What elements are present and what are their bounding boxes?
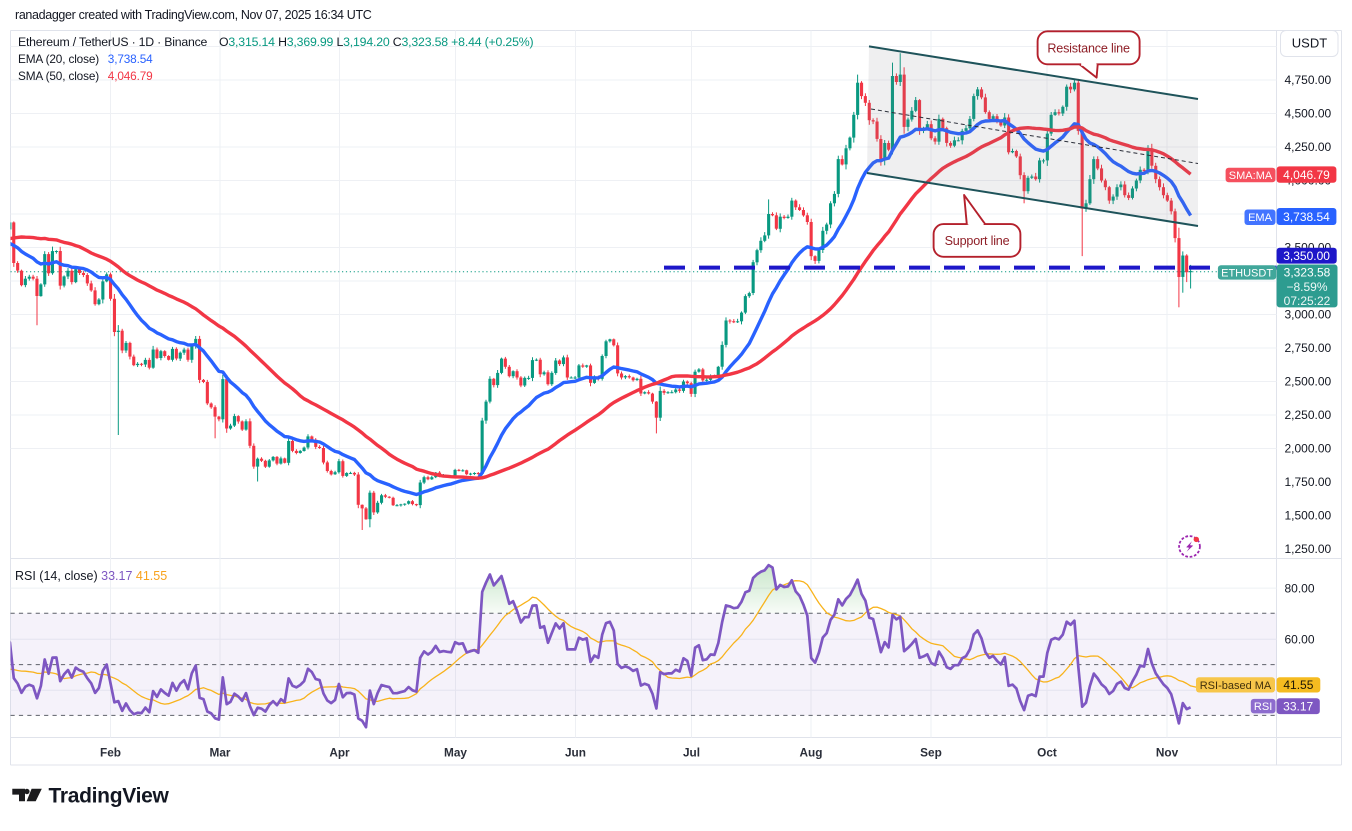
svg-text:USDT: USDT — [1292, 36, 1327, 51]
svg-text:ranadagger created with Tradin: ranadagger created with TradingView.com,… — [15, 8, 372, 22]
svg-text:60.00: 60.00 — [1285, 632, 1315, 646]
svg-text:3,738.54: 3,738.54 — [1283, 210, 1330, 224]
svg-text:RSI: RSI — [1254, 701, 1272, 713]
svg-text:Oct: Oct — [1037, 746, 1057, 760]
svg-text:1,750.00: 1,750.00 — [1285, 475, 1332, 489]
svg-text:ETHUSDT: ETHUSDT — [1221, 267, 1273, 279]
svg-text:Ethereum / TetherUS · 1D · Bin: Ethereum / TetherUS · 1D · Binance — [18, 35, 208, 49]
svg-text:Sep: Sep — [920, 746, 942, 760]
svg-text:3,738.54: 3,738.54 — [108, 52, 153, 66]
svg-text:Feb: Feb — [100, 746, 121, 760]
svg-text:Support line: Support line — [945, 234, 1010, 248]
svg-text:4,046.79: 4,046.79 — [1283, 168, 1330, 182]
svg-text:33.17: 33.17 — [1283, 700, 1313, 714]
svg-text:EMA (20, close): EMA (20, close) — [18, 52, 99, 66]
svg-text:May: May — [444, 746, 467, 760]
svg-text:07:25:22: 07:25:22 — [1284, 294, 1331, 308]
svg-text:2,750.00: 2,750.00 — [1285, 341, 1332, 355]
svg-text:80.00: 80.00 — [1285, 581, 1315, 595]
svg-text:Jun: Jun — [565, 746, 586, 760]
svg-text:SMA (50, close): SMA (50, close) — [18, 69, 99, 83]
svg-text:4,500.00: 4,500.00 — [1285, 107, 1332, 121]
svg-text:4,750.00: 4,750.00 — [1285, 73, 1332, 87]
svg-text:TradingView: TradingView — [49, 785, 170, 808]
svg-text:Aug: Aug — [800, 746, 823, 760]
svg-text:1,500.00: 1,500.00 — [1285, 509, 1332, 523]
svg-text:2,500.00: 2,500.00 — [1285, 375, 1332, 389]
svg-text:Jul: Jul — [683, 746, 700, 760]
svg-text:4,046.79: 4,046.79 — [108, 69, 153, 83]
svg-text:4,250.00: 4,250.00 — [1285, 140, 1332, 154]
svg-text:SMA:MA: SMA:MA — [1229, 170, 1273, 182]
svg-text:2,000.00: 2,000.00 — [1285, 442, 1332, 456]
svg-text:Nov: Nov — [1156, 746, 1179, 760]
svg-text:Mar: Mar — [210, 746, 231, 760]
svg-text:3,323.58: 3,323.58 — [1284, 266, 1331, 280]
svg-text:O3,315.14 H3,369.99 L3,194.20: O3,315.14 H3,369.99 L3,194.20 C3,323.58 … — [219, 35, 534, 49]
svg-text:EMA: EMA — [1248, 212, 1273, 224]
svg-text:−8.59%: −8.59% — [1286, 280, 1327, 294]
svg-text:Resistance line: Resistance line — [1047, 42, 1130, 56]
svg-text:Apr: Apr — [329, 746, 350, 760]
svg-text:RSI (14, close) 33.17 41.55: RSI (14, close) 33.17 41.55 — [15, 569, 167, 583]
svg-text:1,250.00: 1,250.00 — [1285, 542, 1332, 556]
svg-text:41.55: 41.55 — [1283, 678, 1313, 692]
svg-text:2,250.00: 2,250.00 — [1285, 408, 1332, 422]
svg-text:3,350.00: 3,350.00 — [1283, 249, 1330, 263]
svg-text:3,000.00: 3,000.00 — [1285, 308, 1332, 322]
svg-text:RSI-based MA: RSI-based MA — [1200, 680, 1272, 692]
